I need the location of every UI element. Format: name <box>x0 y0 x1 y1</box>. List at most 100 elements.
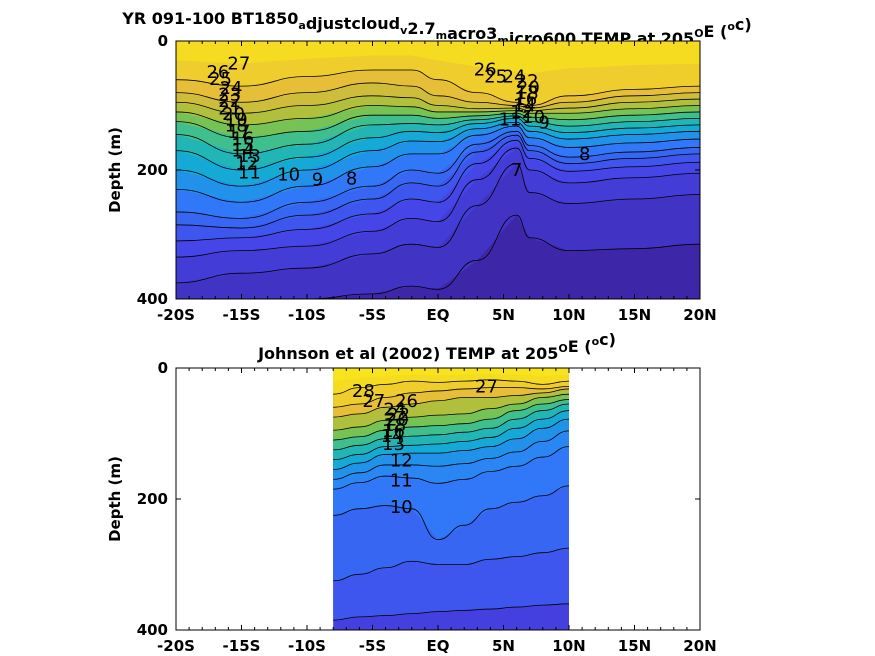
x-tick-label: 15N <box>618 637 651 655</box>
isotherm-18 <box>176 117 700 171</box>
isotherm-14 <box>333 430 570 480</box>
bottom-isotherm-lines <box>333 379 570 621</box>
isotherm-12 <box>333 485 570 541</box>
y-tick-label: 400 <box>137 621 168 639</box>
contour-label: 12 <box>390 450 413 471</box>
y-tick-label: 200 <box>137 161 168 179</box>
isotherm-10 <box>176 139 700 242</box>
x-tick-label: 10N <box>552 637 585 655</box>
contour-label: 28 <box>352 381 375 402</box>
contour-label: 25 <box>209 69 232 90</box>
contour-label: 10 <box>390 497 413 518</box>
contour-label: 12 <box>510 102 533 123</box>
contour-label: 16 <box>514 89 537 110</box>
y-tick-label: 0 <box>158 32 168 50</box>
contour-label: 11 <box>499 110 522 131</box>
isotherm-18 <box>333 410 570 461</box>
x-tick-label: EQ <box>427 637 450 655</box>
top-chart-title: YR 091-100 BT1850adjustcloudv2.7macro3mi… <box>121 9 751 48</box>
contour-label: 15 <box>231 135 254 156</box>
isotherm-25 <box>176 95 700 114</box>
x-tick-label: -20S <box>157 637 195 655</box>
x-tick-label: -10S <box>288 306 326 324</box>
isotherm-9 <box>176 147 700 258</box>
field-band-top <box>333 368 569 382</box>
contour-label: 20 <box>386 410 409 431</box>
isotherm-28 <box>333 379 570 395</box>
x-tick-label: 10N <box>552 306 585 324</box>
contour-label: 26 <box>395 391 418 412</box>
isotherm-8 <box>176 163 700 284</box>
x-tick-label: 20N <box>683 306 716 324</box>
x-tick-label: 5N <box>492 637 515 655</box>
isotherm-24 <box>333 393 570 431</box>
contour-label: 9 <box>538 112 549 133</box>
contour-label: 10 <box>522 107 545 128</box>
contour-label: 24 <box>503 66 526 87</box>
contour-label: 7 <box>511 160 522 181</box>
contour-label: 14 <box>231 141 254 162</box>
contour-label: 27 <box>362 391 385 412</box>
contour-label: 16 <box>382 421 405 442</box>
contour-label: 22 <box>387 405 410 426</box>
contour-label: 14 <box>513 96 536 117</box>
top-isotherm-lines <box>176 69 700 299</box>
contour-label: 9 <box>312 170 323 191</box>
contour-label: 12 <box>235 154 258 175</box>
contour-label: 14 <box>381 426 404 447</box>
contour-label: 25 <box>484 66 507 87</box>
contour-label: 16 <box>231 128 254 149</box>
top-temperature-field <box>176 41 700 299</box>
x-tick-label: -5S <box>359 637 386 655</box>
isotherm-14 <box>176 125 700 203</box>
contour-label: 22 <box>516 71 539 92</box>
isotherm-13 <box>333 446 570 490</box>
isotherm-11 <box>176 134 700 229</box>
contour-label: 11 <box>238 163 261 184</box>
x-tick-label: -5S <box>359 306 386 324</box>
contour-label: 13 <box>382 434 405 455</box>
field-band-top <box>176 41 700 74</box>
contour-label: 11 <box>390 471 413 492</box>
x-tick-label: -15S <box>223 637 261 655</box>
isotherm-20 <box>176 115 700 155</box>
top-y-axis: 0 200 400 <box>137 32 700 308</box>
isotherm-20 <box>333 403 570 451</box>
contour-label: 20 <box>517 77 540 98</box>
x-tick-label: -10S <box>288 637 326 655</box>
isotherm-16 <box>333 418 570 470</box>
isotherm-12 <box>176 130 700 219</box>
x-tick-label: -20S <box>157 306 195 324</box>
bottom-y-axis: 0 200 400 <box>137 359 700 639</box>
contour-label: 24 <box>220 78 243 99</box>
contour-label: 27 <box>475 376 498 397</box>
contour-label: 17 <box>227 122 250 143</box>
contour-label: 19 <box>225 110 248 131</box>
contour-label: 18 <box>225 115 248 136</box>
contour-label: 24 <box>383 399 406 420</box>
y-tick-label: 200 <box>137 490 168 508</box>
y-tick-label: 400 <box>137 290 168 308</box>
isotherm-7 <box>176 214 700 299</box>
contour-label: 13 <box>238 146 261 167</box>
isotherm-24 <box>176 105 700 126</box>
isotherm-26 <box>333 388 570 418</box>
contour-label: 26 <box>206 62 229 83</box>
x-tick-label: EQ <box>427 306 450 324</box>
contour-label: 27 <box>227 54 250 75</box>
isotherm-27 <box>176 69 700 106</box>
isotherm-16 <box>176 121 700 187</box>
isotherm-10 <box>333 603 570 621</box>
x-tick-label: 5N <box>492 306 515 324</box>
isotherm-11 <box>333 547 570 582</box>
isotherm-22 <box>176 111 700 139</box>
isotherm-27 <box>333 385 570 408</box>
x-tick-label: 20N <box>683 637 716 655</box>
contour-label: 10 <box>277 165 300 186</box>
isotherm-22 <box>333 399 570 441</box>
contour-label: 23 <box>218 85 241 106</box>
contour-label: 20 <box>222 104 245 125</box>
